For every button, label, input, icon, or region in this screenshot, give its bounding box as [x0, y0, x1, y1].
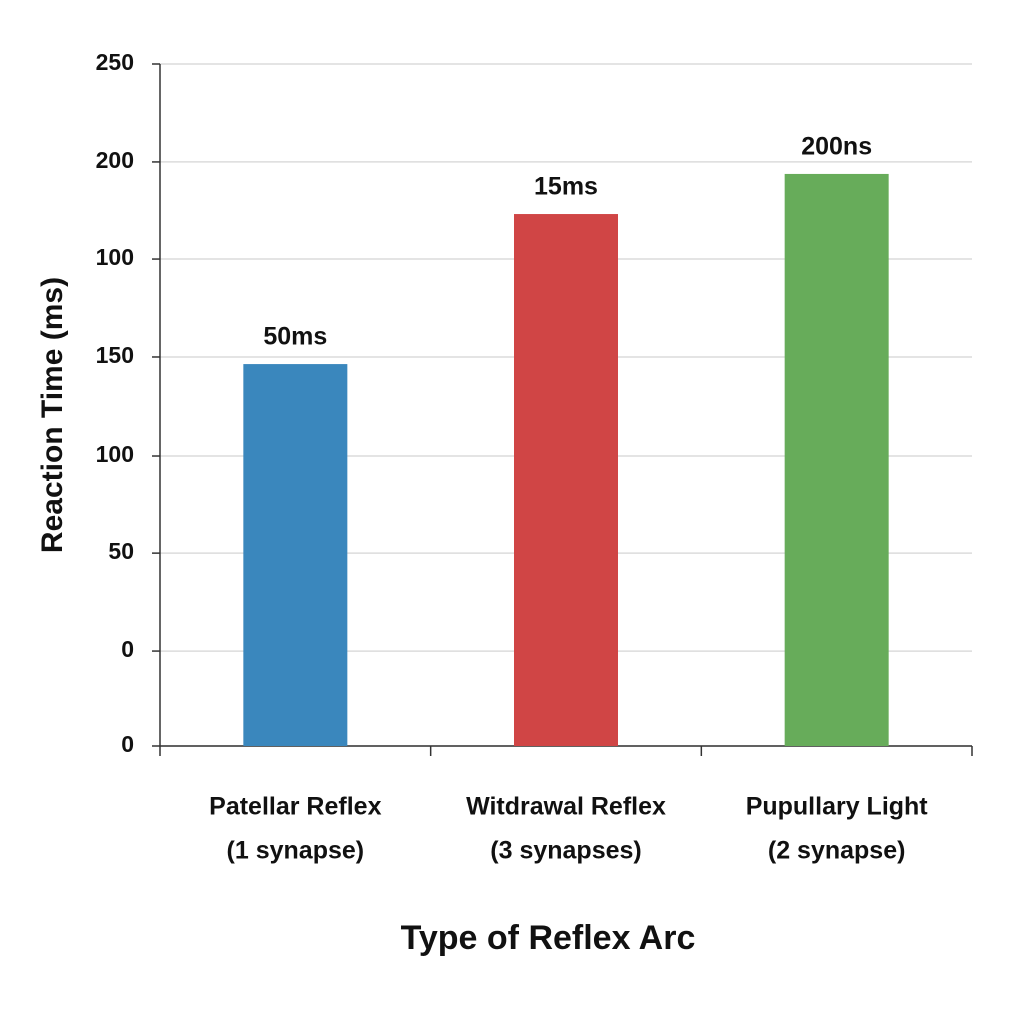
y-tick-label: 0: [121, 636, 134, 662]
y-tick-label: 0: [121, 731, 134, 757]
y-axis-label: Reaction Time (ms): [36, 277, 69, 553]
x-tick-label: Pupullary Light: [746, 793, 929, 821]
y-tick-label: 100: [96, 244, 134, 270]
value-label: 50ms: [263, 323, 327, 351]
value-label: 200ns: [801, 133, 872, 161]
x-tick-label: (2 synapse): [768, 837, 906, 865]
y-tick-label: 200: [96, 147, 134, 173]
x-tick-label: (1 synapse): [227, 837, 365, 865]
y-tick-label: 100: [96, 441, 134, 467]
value-label: 15ms: [534, 173, 598, 201]
y-tick-label: 250: [96, 49, 134, 75]
bar: [514, 214, 618, 747]
x-tick-label: Witdrawal Reflex: [466, 793, 666, 821]
y-tick-label: 150: [96, 342, 134, 368]
x-tick-label: Patellar Reflex: [209, 793, 381, 821]
y-tick-label: 50: [108, 538, 134, 564]
x-axis-label: Type of Reflex Arc: [401, 919, 696, 957]
bar: [784, 173, 889, 746]
x-tick-label: (3 synapses): [490, 837, 641, 865]
bar: [243, 364, 348, 746]
